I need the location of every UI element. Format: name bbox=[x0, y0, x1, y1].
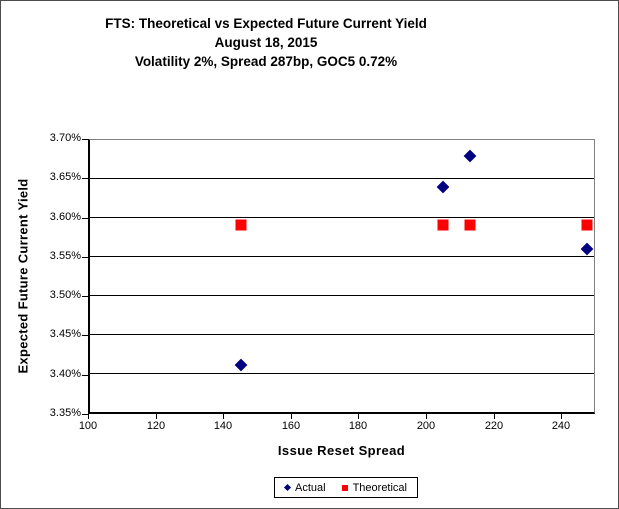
gridline bbox=[90, 372, 594, 374]
gridline bbox=[90, 294, 594, 296]
legend-label: Theoretical bbox=[352, 481, 407, 494]
x-tick-mark bbox=[561, 414, 562, 419]
legend-marker-diamond-icon bbox=[283, 483, 292, 492]
data-point-theoretical bbox=[437, 219, 449, 231]
x-tick-mark bbox=[223, 414, 224, 419]
x-tick-mark bbox=[88, 414, 89, 419]
y-tick-label: 3.45% bbox=[49, 328, 81, 340]
x-tick-mark bbox=[494, 414, 495, 419]
x-tick-mark bbox=[358, 414, 359, 419]
x-tick-label: 180 bbox=[348, 420, 368, 432]
y-tick-mark bbox=[82, 257, 89, 258]
y-tick-label: 3.65% bbox=[49, 171, 81, 183]
gridline bbox=[90, 217, 594, 219]
chart-subtitle-date: August 18, 2015 bbox=[214, 35, 318, 50]
y-tick-label: 3.35% bbox=[49, 407, 81, 419]
gridline bbox=[90, 178, 594, 180]
x-tick-label: 100 bbox=[78, 420, 98, 432]
x-tick-label: 240 bbox=[551, 420, 571, 432]
chart-title: FTS: Theoretical vs Expected Future Curr… bbox=[105, 16, 427, 31]
x-tick-label: 140 bbox=[213, 420, 233, 432]
x-tick-label: 120 bbox=[146, 420, 166, 432]
y-tick-mark bbox=[82, 375, 89, 376]
y-tick-mark bbox=[82, 335, 89, 336]
legend-item-theoretical: Theoretical bbox=[341, 481, 407, 494]
data-point-actual bbox=[436, 180, 450, 193]
y-tick-mark bbox=[82, 414, 89, 415]
chart-title-block: FTS: Theoretical vs Expected Future Curr… bbox=[1, 14, 531, 71]
x-tick-mark bbox=[291, 414, 292, 419]
y-tick-label: 3.40% bbox=[49, 368, 81, 380]
data-point-theoretical bbox=[235, 219, 247, 231]
x-tick-label: 220 bbox=[484, 420, 504, 432]
y-tick-label: 3.70% bbox=[49, 132, 81, 144]
legend: Actual Theoretical bbox=[274, 477, 418, 498]
data-point-actual bbox=[234, 358, 248, 372]
plot-area bbox=[88, 139, 595, 414]
x-axis-title: Issue Reset Spread bbox=[277, 443, 406, 458]
x-tick-label: 200 bbox=[416, 420, 436, 432]
y-tick-label: 3.50% bbox=[49, 289, 81, 301]
legend-marker-square-icon bbox=[341, 484, 348, 491]
gridline bbox=[90, 256, 594, 258]
data-point-theoretical bbox=[464, 219, 476, 231]
y-tick-mark bbox=[82, 296, 89, 297]
data-point-theoretical bbox=[581, 219, 593, 231]
legend-label: Actual bbox=[295, 481, 326, 494]
y-tick-mark bbox=[82, 218, 89, 219]
data-point-actual bbox=[580, 242, 594, 256]
y-tick-label: 3.60% bbox=[49, 211, 81, 223]
data-point-actual bbox=[463, 149, 477, 162]
x-tick-label: 160 bbox=[281, 420, 301, 432]
legend-item-actual: Actual bbox=[283, 481, 326, 494]
y-tick-mark bbox=[82, 178, 89, 179]
x-tick-mark bbox=[426, 414, 427, 419]
gridline bbox=[90, 333, 594, 335]
chart-subtitle-params: Volatility 2%, Spread 287bp, GOC5 0.72% bbox=[134, 54, 398, 69]
y-tick-label: 3.55% bbox=[49, 250, 81, 262]
x-tick-mark bbox=[156, 414, 157, 419]
y-tick-mark bbox=[82, 139, 89, 140]
